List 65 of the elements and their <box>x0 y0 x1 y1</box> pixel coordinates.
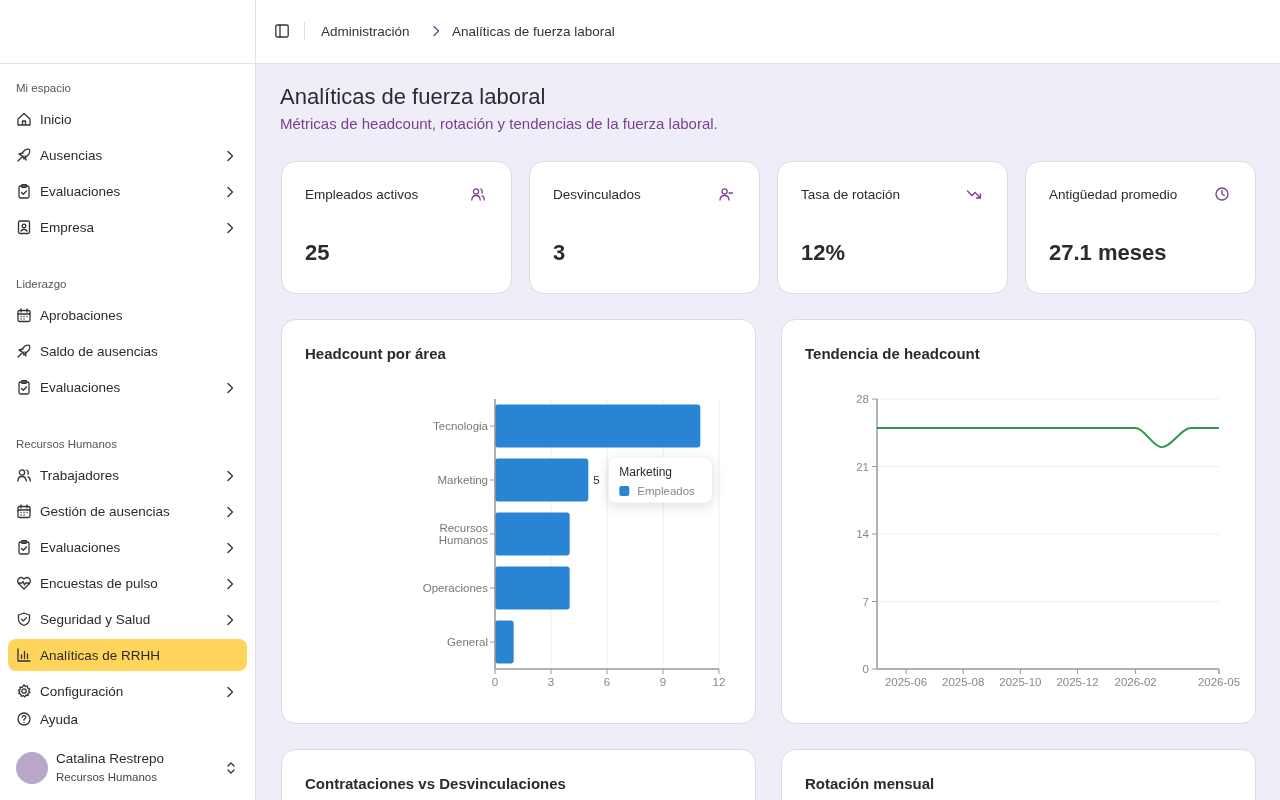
x-tick-label: 0 <box>491 676 499 688</box>
text: Aprobaciones <box>40 308 123 323</box>
bar <box>495 566 570 610</box>
bar <box>495 620 514 664</box>
y-tick-label: 7 <box>862 595 869 608</box>
text: Recursos Humanos <box>16 438 118 450</box>
text: Contrataciones vs Desvinculaciones <box>305 775 566 792</box>
data-label: 5 <box>593 474 600 486</box>
text: Analíticas de fuerza laboral <box>280 84 546 109</box>
text: 3 <box>553 240 566 265</box>
text: Analíticas de RRHH <box>40 648 161 663</box>
text: Evaluaciones <box>40 540 121 555</box>
y-tick-label: 0 <box>862 663 869 675</box>
bar <box>495 512 570 556</box>
text: Recursos Humanos <box>56 771 158 783</box>
x-tick-label: 12 <box>712 676 726 688</box>
text: Tasa de rotación <box>801 187 901 202</box>
x-tick-label: 2025-12 <box>1056 676 1099 688</box>
y-tick-label: Recursos Humanos <box>438 522 489 546</box>
text: Encuestas de pulso <box>40 576 158 591</box>
bar <box>495 404 701 448</box>
text: 25 <box>305 240 330 265</box>
y-tick-label: Operaciones <box>422 582 489 594</box>
text: Catalina Restrepo <box>56 751 165 766</box>
x-tick-label: 2025-10 <box>999 676 1042 688</box>
text: Empresa <box>40 220 95 235</box>
text: Liderazgo <box>16 278 67 290</box>
y-tick-label: 21 <box>856 460 869 473</box>
legend-label: Empleados <box>637 485 696 497</box>
text: Ausencias <box>40 148 103 163</box>
text: Analíticas de fuerza laboral <box>452 24 615 39</box>
text: Evaluaciones <box>40 184 121 199</box>
text: 27.1 meses <box>1049 240 1167 265</box>
text: Métricas de headcount, rotación y tendencias de la fuerza laboral. <box>280 115 718 132</box>
text: Rotación mensual <box>805 775 935 792</box>
y-tick-label: Tecnologia <box>433 420 489 432</box>
x-tick-label: 2025-06 <box>884 676 928 688</box>
text: Inicio <box>40 112 72 127</box>
text: Evaluaciones <box>40 380 121 395</box>
text: Seguridad y Salud <box>40 612 151 627</box>
y-tick-label: 14 <box>856 528 870 540</box>
x-tick-label: 6 <box>603 676 611 688</box>
text: Gestión de ausencias <box>40 504 171 519</box>
text: Ayuda <box>40 712 79 727</box>
x-tick-label: 2026-02 <box>1114 676 1157 688</box>
bar <box>495 458 589 502</box>
text: 12% <box>801 240 846 265</box>
chart-title: Tendencia de headcount <box>805 345 980 362</box>
chart-title: Headcount por área <box>305 345 447 362</box>
text: Administración <box>321 24 410 39</box>
text: Antigüedad promedio <box>1049 187 1178 202</box>
x-tick-label: 2026-05 <box>1197 676 1241 688</box>
text: Mi espacio <box>16 82 71 94</box>
annotation: Marketing <box>619 465 673 479</box>
x-tick-label: 9 <box>659 676 667 688</box>
x-tick-label: 2025-08 <box>942 676 985 688</box>
x-tick-label: 3 <box>547 676 555 688</box>
text: Saldo de ausencias <box>40 344 159 359</box>
y-tick-label: General <box>447 636 488 648</box>
text: Configuración <box>40 684 124 699</box>
y-tick-label: Marketing <box>437 474 488 486</box>
y-tick-label: 28 <box>856 393 869 405</box>
text: Empleados activos <box>305 187 419 202</box>
text: Desvinculados <box>553 187 642 202</box>
text: Trabajadores <box>40 468 120 483</box>
